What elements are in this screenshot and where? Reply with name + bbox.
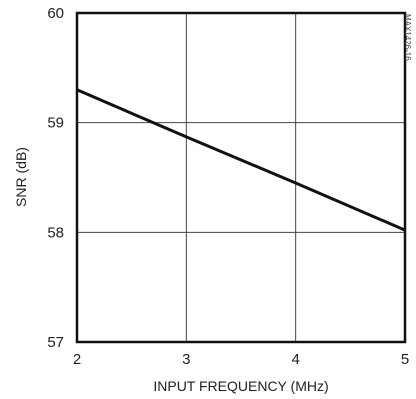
y-tick-label-58: 58 bbox=[47, 224, 64, 241]
x-axis-title: INPUT FREQUENCY (MHz) bbox=[153, 378, 328, 394]
y-tick-label-59: 59 bbox=[47, 115, 64, 132]
grid-lines bbox=[77, 13, 405, 342]
x-axis-tick-labels: 2 3 4 5 bbox=[73, 351, 409, 368]
x-tick-label-4: 4 bbox=[291, 351, 299, 368]
y-axis-tick-labels: 57 58 59 60 bbox=[47, 5, 64, 351]
series-line-0 bbox=[76, 88, 406, 232]
x-tick-label-3: 3 bbox=[182, 351, 190, 368]
x-tick-label-2: 2 bbox=[73, 351, 81, 368]
plot-area-frame bbox=[75, 11, 407, 344]
series-layer bbox=[76, 88, 406, 232]
x-tick-label-5: 5 bbox=[401, 351, 409, 368]
figure-id-label: MAX1426-16 bbox=[403, 14, 412, 61]
y-tick-label-60: 60 bbox=[47, 5, 64, 22]
y-axis-title: SNR (dB) bbox=[13, 147, 29, 207]
y-tick-label-57: 57 bbox=[47, 334, 64, 351]
